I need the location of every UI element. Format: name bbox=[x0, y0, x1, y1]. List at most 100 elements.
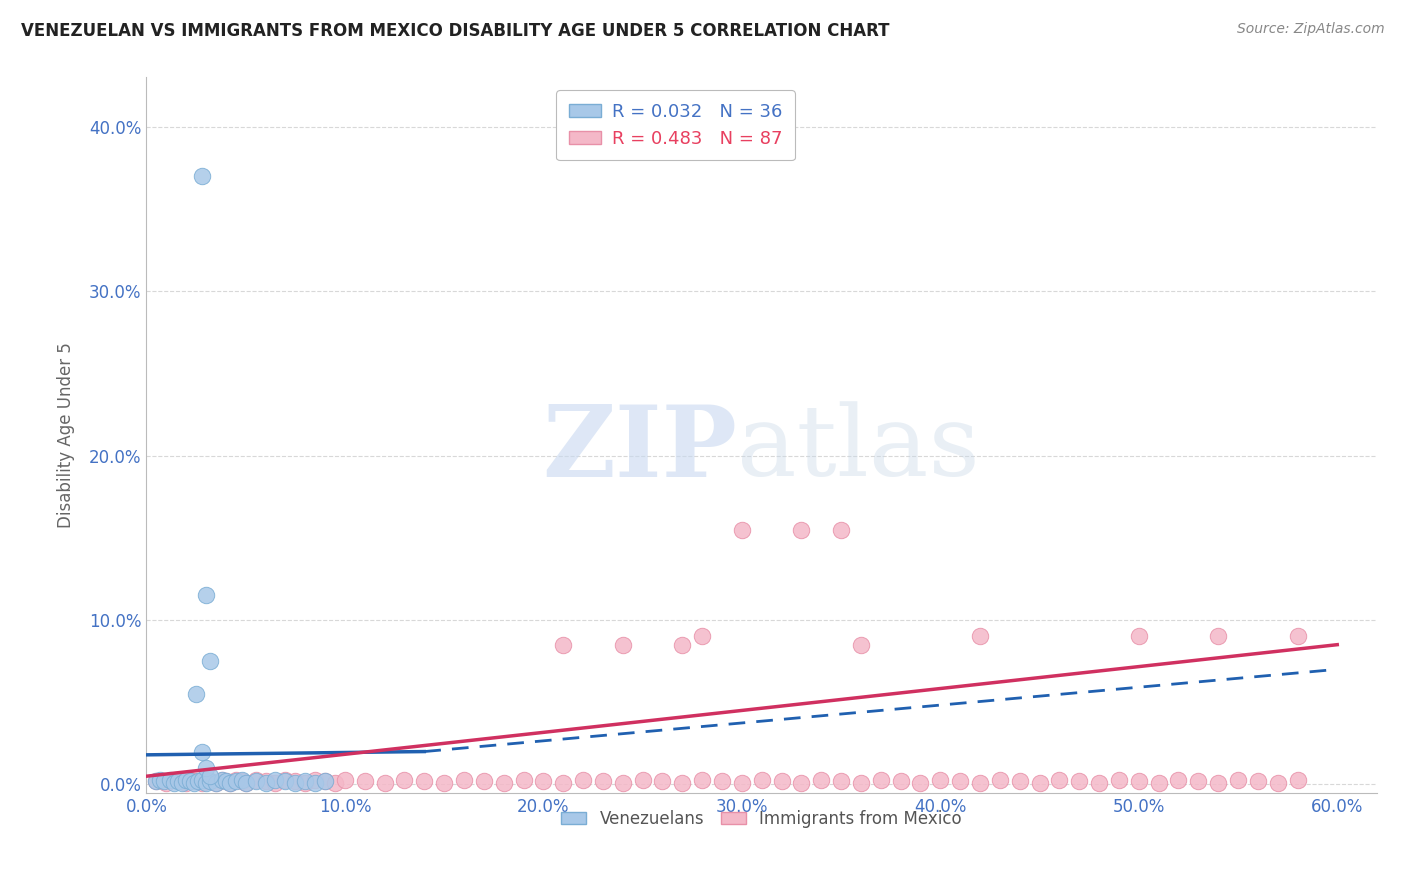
Point bbox=[333, 772, 356, 787]
Text: Source: ZipAtlas.com: Source: ZipAtlas.com bbox=[1237, 22, 1385, 37]
Point bbox=[790, 523, 813, 537]
Point bbox=[179, 774, 201, 789]
Point bbox=[215, 774, 238, 789]
Point bbox=[183, 776, 205, 790]
Point bbox=[198, 774, 221, 789]
Point bbox=[145, 774, 167, 789]
Point bbox=[149, 772, 172, 787]
Point bbox=[172, 776, 194, 790]
Point bbox=[690, 630, 713, 644]
Point bbox=[304, 772, 326, 787]
Point bbox=[294, 774, 316, 789]
Point bbox=[929, 772, 952, 787]
Point bbox=[1206, 630, 1229, 644]
Point bbox=[1069, 774, 1091, 789]
Point bbox=[1267, 776, 1289, 790]
Point bbox=[245, 774, 267, 789]
Point bbox=[830, 523, 852, 537]
Point bbox=[512, 772, 534, 787]
Point bbox=[218, 776, 240, 790]
Point bbox=[849, 638, 872, 652]
Point bbox=[612, 776, 634, 790]
Point bbox=[187, 774, 209, 789]
Point bbox=[969, 776, 991, 790]
Point bbox=[274, 772, 297, 787]
Point bbox=[314, 774, 336, 789]
Point bbox=[810, 772, 832, 787]
Point bbox=[191, 169, 214, 183]
Point bbox=[264, 772, 287, 787]
Point bbox=[254, 774, 277, 789]
Point bbox=[394, 772, 416, 787]
Point bbox=[145, 774, 167, 789]
Point bbox=[353, 774, 375, 789]
Y-axis label: Disability Age Under 5: Disability Age Under 5 bbox=[58, 343, 75, 528]
Text: VENEZUELAN VS IMMIGRANTS FROM MEXICO DISABILITY AGE UNDER 5 CORRELATION CHART: VENEZUELAN VS IMMIGRANTS FROM MEXICO DIS… bbox=[21, 22, 890, 40]
Point bbox=[374, 776, 396, 790]
Point bbox=[413, 774, 436, 789]
Point bbox=[245, 772, 267, 787]
Point bbox=[211, 772, 233, 787]
Point bbox=[153, 774, 176, 789]
Point bbox=[235, 776, 257, 790]
Point bbox=[1167, 772, 1189, 787]
Point bbox=[553, 776, 575, 790]
Point bbox=[592, 774, 614, 789]
Point bbox=[155, 776, 177, 790]
Point bbox=[165, 772, 187, 787]
Point bbox=[1108, 772, 1130, 787]
Point bbox=[472, 774, 495, 789]
Point bbox=[254, 776, 277, 790]
Point bbox=[235, 776, 257, 790]
Point bbox=[572, 772, 595, 787]
Point bbox=[194, 761, 217, 775]
Point bbox=[949, 774, 972, 789]
Point bbox=[198, 654, 221, 668]
Point bbox=[274, 774, 297, 789]
Point bbox=[284, 774, 307, 789]
Point bbox=[1247, 774, 1270, 789]
Point bbox=[1286, 630, 1309, 644]
Point bbox=[770, 774, 793, 789]
Legend: Venezuelans, Immigrants from Mexico: Venezuelans, Immigrants from Mexico bbox=[555, 803, 969, 834]
Point bbox=[731, 776, 754, 790]
Point bbox=[492, 776, 515, 790]
Point bbox=[225, 774, 247, 789]
Point bbox=[174, 772, 197, 787]
Point bbox=[172, 774, 194, 789]
Point bbox=[751, 772, 773, 787]
Point bbox=[1187, 774, 1209, 789]
Point bbox=[790, 776, 813, 790]
Point bbox=[1128, 774, 1150, 789]
Point bbox=[1028, 776, 1050, 790]
Point bbox=[323, 776, 346, 790]
Point bbox=[612, 638, 634, 652]
Point bbox=[184, 774, 207, 789]
Point bbox=[231, 774, 253, 789]
Point bbox=[167, 774, 190, 789]
Text: atlas: atlas bbox=[737, 401, 980, 497]
Point bbox=[205, 776, 228, 790]
Point bbox=[191, 745, 214, 759]
Point bbox=[969, 630, 991, 644]
Point bbox=[198, 769, 221, 783]
Point bbox=[191, 772, 214, 787]
Point bbox=[184, 687, 207, 701]
Point bbox=[433, 776, 456, 790]
Point bbox=[163, 776, 186, 790]
Point bbox=[264, 776, 287, 790]
Point bbox=[651, 774, 673, 789]
Point bbox=[631, 772, 654, 787]
Point bbox=[1286, 772, 1309, 787]
Point bbox=[314, 774, 336, 789]
Point bbox=[671, 638, 693, 652]
Point bbox=[731, 523, 754, 537]
Point bbox=[553, 638, 575, 652]
Point bbox=[194, 772, 217, 787]
Point bbox=[1147, 776, 1170, 790]
Point bbox=[1008, 774, 1031, 789]
Point bbox=[690, 772, 713, 787]
Point bbox=[225, 772, 247, 787]
Point bbox=[531, 774, 554, 789]
Point bbox=[671, 776, 693, 790]
